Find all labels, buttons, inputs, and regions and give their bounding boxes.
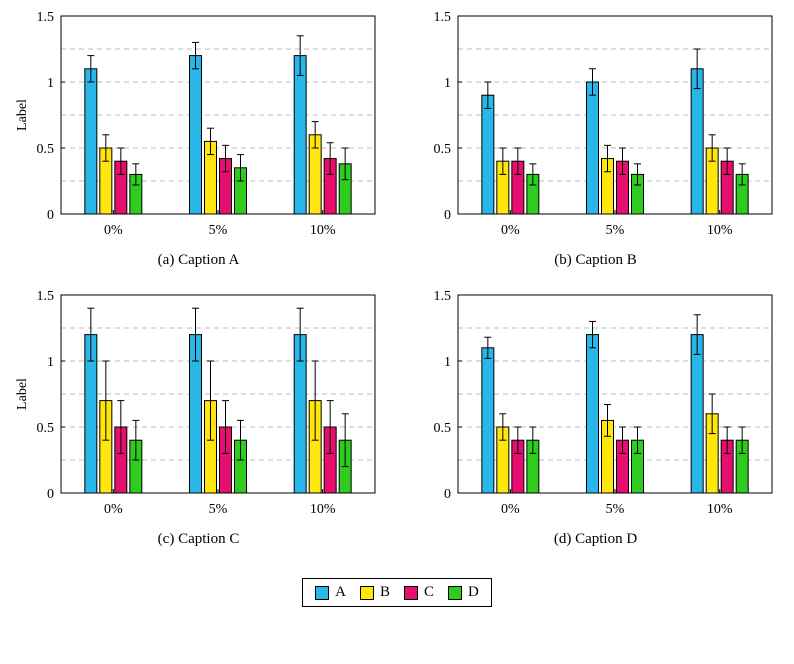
- x-tick-label: 0%: [500, 223, 519, 238]
- legend-item: B: [359, 584, 390, 601]
- x-tick-label: 0%: [500, 502, 519, 517]
- y-tick-label: 0: [47, 208, 54, 223]
- y-tick-label: 1: [444, 76, 451, 91]
- y-axis-label: Label: [15, 378, 30, 410]
- y-tick-label: 1: [47, 355, 54, 370]
- x-tick-label: 10%: [309, 502, 335, 517]
- y-tick-label: 1.5: [433, 289, 451, 304]
- chart-a-canvas: 0% 5% 10% 0 0.5 1 1.5 Label: [15, 10, 375, 238]
- x-tick-label: 5%: [208, 223, 227, 238]
- axis-frame: [457, 15, 772, 215]
- x-tick-label: 10%: [309, 223, 335, 238]
- y-tick-label: 1.5: [36, 289, 54, 304]
- bar-A: [293, 55, 307, 215]
- x-tick-label: 0%: [103, 223, 122, 238]
- y-tick-label: 0.5: [36, 421, 54, 436]
- chart-a-caption: (a) Caption A: [157, 252, 240, 268]
- y-tick-label: 1: [47, 76, 54, 91]
- bar-A: [690, 334, 704, 494]
- bar-A: [585, 334, 599, 494]
- y-tick-label: 1: [444, 355, 451, 370]
- x-tick-label: 0%: [103, 502, 122, 517]
- subplot-d: 0% 5% 10% 0 0.5 1 1.5 (d) Caption D: [397, 285, 794, 564]
- legend-swatch: [404, 585, 418, 600]
- legend-wrap: A B C D: [0, 578, 794, 607]
- y-tick-label: 0: [444, 208, 451, 223]
- legend-swatch: [448, 585, 463, 600]
- axis-frame: [457, 294, 772, 494]
- chart-d-caption: (d) Caption D: [553, 531, 638, 547]
- bar-A: [480, 347, 494, 494]
- legend-label: D: [468, 584, 479, 600]
- chart-c-caption: (c) Caption C: [157, 531, 240, 547]
- subplot-b: 0% 5% 10% 0 0.5 1 1.5 (b) Caption B: [397, 6, 794, 285]
- chart-b-caption: (b) Caption B: [554, 252, 637, 268]
- y-tick-label: 0: [47, 487, 54, 502]
- chart-b-canvas: 0% 5% 10% 0 0.5 1 1.5: [433, 10, 772, 238]
- y-tick-label: 0.5: [433, 142, 451, 157]
- legend-item: D: [448, 584, 479, 601]
- legend-label: B: [379, 584, 390, 600]
- figure-grid: 0% 5% 10% 0 0.5 1 1.5 Label (a) Caption A 0% 5% 1…: [0, 6, 794, 564]
- y-tick-label: 0.5: [433, 421, 451, 436]
- y-tick-label: 1.5: [433, 10, 451, 25]
- axis-frame: [60, 294, 375, 494]
- x-tick-label: 5%: [605, 502, 624, 517]
- legend-label: C: [424, 584, 435, 600]
- y-tick-label: 1.5: [36, 10, 54, 25]
- figure-legend: A B C D: [302, 578, 492, 607]
- bar-A: [480, 94, 494, 215]
- x-tick-label: 5%: [605, 223, 624, 238]
- bar-A: [83, 68, 97, 215]
- bar-A: [585, 81, 599, 215]
- subplot-c: 0% 5% 10% 0 0.5 1 1.5 Label (c) Caption C: [0, 285, 397, 564]
- y-tick-label: 0.5: [36, 142, 54, 157]
- y-tick-label: 0: [444, 487, 451, 502]
- legend-swatch: [315, 585, 330, 600]
- x-tick-label: 5%: [208, 502, 227, 517]
- chart-d-canvas: 0% 5% 10% 0 0.5 1 1.5: [433, 289, 772, 517]
- axis-frame: [60, 15, 375, 215]
- y-axis-label: Label: [15, 99, 30, 131]
- bar-A: [690, 68, 704, 215]
- bar-A: [188, 55, 202, 215]
- subplot-a: 0% 5% 10% 0 0.5 1 1.5 Label (a) Caption A: [0, 6, 397, 285]
- x-tick-label: 10%: [706, 502, 732, 517]
- x-tick-label: 10%: [706, 223, 732, 238]
- legend-item: C: [404, 584, 434, 601]
- legend-swatch: [359, 585, 374, 600]
- legend-item: A: [315, 584, 346, 601]
- legend-label: A: [335, 584, 346, 600]
- chart-c-canvas: 0% 5% 10% 0 0.5 1 1.5 Label: [15, 289, 375, 517]
